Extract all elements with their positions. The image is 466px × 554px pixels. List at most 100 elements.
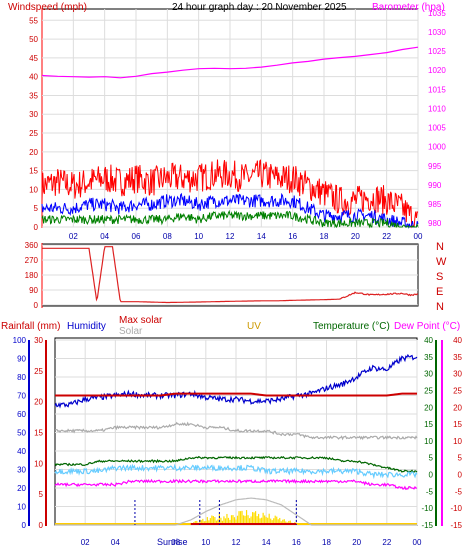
climate-x-tick: 22 (382, 538, 391, 547)
direction-grid (42, 244, 418, 306)
temperature-label: Temperature (°C) (313, 321, 390, 332)
temp-tick: 5 (429, 454, 434, 463)
dew-tick: 15 (453, 420, 462, 429)
temp-tick: 40 (424, 336, 433, 345)
climate-axes: 0102030405060708090100051015202530-15-10… (13, 336, 463, 530)
climate-x-tick: 16 (292, 538, 301, 547)
dew-tick: 25 (453, 386, 462, 395)
barometer-y-tick: 1035 (428, 9, 446, 18)
wind-x-tick: 02 (69, 232, 78, 241)
wind-y-tick: 30 (29, 110, 38, 119)
wind-x-tick: 22 (382, 232, 391, 241)
compass-label: W (436, 256, 447, 268)
max-solar-label: Max solar (119, 315, 163, 326)
barometer-line (41, 46, 419, 79)
wind-x-tick: 08 (163, 232, 172, 241)
series-line (54, 478, 418, 491)
dew-point-label: Dew Point (°C) (394, 321, 460, 332)
direction-y-tick: 0 (34, 301, 39, 310)
climate-x-tick: 02 (81, 538, 90, 547)
direction-series (42, 246, 419, 304)
barometer-y-tick: 995 (428, 162, 442, 171)
rain-tick: 20 (34, 398, 43, 407)
series-line (54, 421, 418, 441)
direction-line (42, 246, 419, 304)
humidity-tick: 20 (17, 484, 26, 493)
dew-tick: 0 (458, 471, 463, 480)
climate-x-ticks: 02 04 08 10 12 14 16 18 20 22 00 (81, 538, 422, 547)
temp-tick: -10 (421, 504, 433, 513)
direction-y-tick: 360 (25, 241, 39, 250)
wind-y-tick: 0 (34, 223, 39, 232)
series-line (55, 392, 417, 397)
climate-x-tick: 12 (232, 538, 241, 547)
humidity-tick: 60 (17, 410, 26, 419)
barometer-y-tick: 1000 (428, 143, 446, 152)
humidity-tick: 50 (17, 429, 26, 438)
direction-y-tick: 90 (29, 286, 38, 295)
dew-tick: 30 (453, 370, 462, 379)
humidity-tick: 70 (17, 392, 26, 401)
compass-label: S (436, 271, 443, 283)
climate-x-tick: 20 (352, 538, 361, 547)
temp-tick: 0 (429, 471, 434, 480)
barometer-y-tick: 1005 (428, 124, 446, 133)
wind-y-tick: 10 (29, 185, 38, 194)
series-line (55, 497, 417, 526)
temp-tick: 10 (424, 437, 433, 446)
series-line (54, 455, 418, 473)
wind-x-tick: 10 (194, 232, 203, 241)
barometer-axis-label: Barometer (hpa) (372, 2, 445, 13)
barometer-y-tick: 1010 (428, 104, 446, 113)
direction-y-tick: 270 (25, 256, 39, 265)
temp-tick: 15 (424, 420, 433, 429)
humidity-tick: 90 (17, 355, 26, 364)
rain-tick: 5 (39, 490, 44, 499)
humidity-tick: 100 (13, 336, 27, 345)
wind-average-line (41, 192, 419, 229)
barometer-y-tick: 990 (428, 181, 442, 190)
dew-tick: 10 (453, 437, 462, 446)
barometer-y-ticks: 980 985 990 995 1000 1005 1010 1015 1020 1025 1030… (428, 9, 446, 228)
wind-y-tick: 35 (29, 91, 38, 100)
dew-tick: 20 (453, 403, 462, 412)
wind-x-tick: 12 (226, 232, 235, 241)
wind-x-tick: 14 (257, 232, 266, 241)
rain-tick: 10 (34, 459, 43, 468)
wind-y-tick: 50 (29, 35, 38, 44)
climate-x-tick: 08 (171, 538, 180, 547)
dew-tick: -5 (455, 487, 463, 496)
temp-tick: 25 (424, 386, 433, 395)
wind-x-ticks: 02 04 06 08 10 12 14 16 18 20 22 00 (69, 232, 423, 241)
uv-label: UV (247, 321, 261, 332)
direction-y-ticks: 0 90 180 270 360 (25, 241, 39, 310)
temp-tick: 35 (424, 353, 433, 362)
wind-x-tick: 16 (288, 232, 297, 241)
wind-y-tick: 55 (29, 16, 38, 25)
humidity-tick: 30 (17, 466, 26, 475)
wind-low-line (41, 209, 419, 229)
solar-label: Solar (119, 326, 143, 337)
wind-x-tick: 18 (320, 232, 329, 241)
wind-gust-line (41, 159, 419, 229)
barometer-y-tick: 985 (428, 200, 442, 209)
compass-label: N (436, 241, 444, 253)
temp-tick: -5 (426, 487, 434, 496)
wind-x-tick: 06 (132, 232, 141, 241)
wind-y-tick: 25 (29, 129, 38, 138)
wind-x-tick: 00 (414, 232, 423, 241)
climate-x-tick: 10 (201, 538, 210, 547)
wind-y-tick: 40 (29, 73, 38, 82)
humidity-tick: 0 (22, 521, 27, 530)
dew-tick: -10 (450, 504, 462, 513)
wind-y-tick: 45 (29, 54, 38, 63)
temp-tick: 20 (424, 403, 433, 412)
climate-x-tick: 04 (111, 538, 120, 547)
humidity-tick: 80 (17, 373, 26, 382)
rain-tick: 15 (34, 429, 43, 438)
direction-y-tick: 180 (25, 271, 39, 280)
dew-tick: 5 (458, 454, 463, 463)
wind-y-ticks: 0 5 10 15 20 25 30 35 40 45 50 55 (29, 16, 38, 232)
